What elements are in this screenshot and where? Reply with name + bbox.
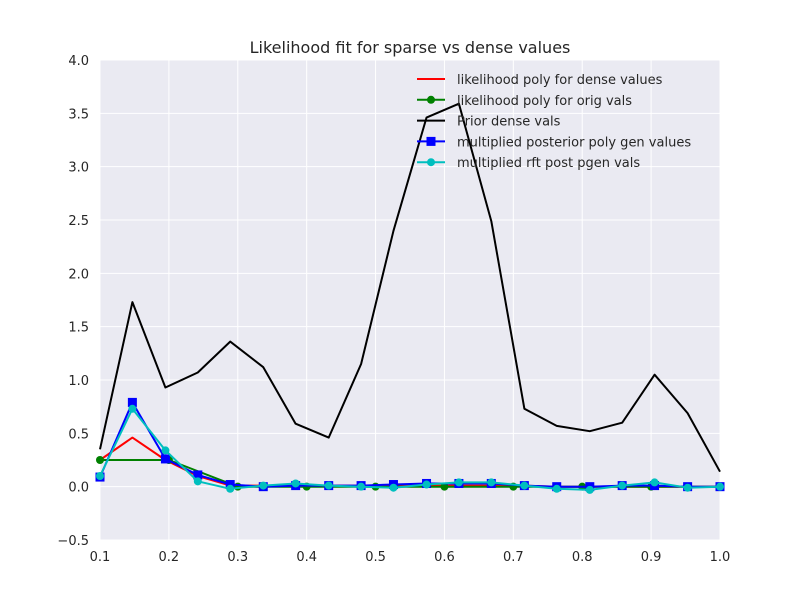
legend-label: likelihood poly for dense values — [457, 73, 663, 88]
legend-entry: likelihood poly for dense values — [417, 73, 663, 88]
data-point — [440, 482, 449, 491]
data-point — [618, 481, 627, 490]
data-point — [259, 481, 268, 490]
x-tick-label: 0.1 — [90, 550, 111, 565]
x-axis: 0.1 0.2 0.3 0.4 0.5 0.6 0.7 0.8 0.9 1.0 — [90, 550, 731, 565]
x-tick-label: 0.7 — [503, 550, 524, 565]
y-tick-label: 2.0 — [68, 267, 89, 282]
data-point — [96, 472, 104, 480]
data-point — [193, 470, 203, 480]
data-point — [650, 478, 659, 487]
x-tick-label: 1.0 — [710, 550, 731, 565]
data-point — [291, 479, 300, 488]
y-tick-label: 0.5 — [68, 427, 89, 442]
data-point — [193, 477, 202, 486]
data-point — [487, 478, 496, 487]
y-tick-label: 1.5 — [68, 321, 89, 336]
data-point — [422, 480, 431, 489]
x-tick-label: 0.3 — [227, 550, 248, 565]
data-point — [127, 397, 137, 407]
legend-entry: multiplied posterior poly gen values — [417, 135, 691, 150]
series-5 — [96, 404, 724, 494]
y-tick-label: 4.0 — [68, 54, 89, 69]
data-point — [324, 481, 333, 490]
data-point — [389, 483, 398, 492]
data-point — [160, 454, 170, 464]
legend-entry: likelihood poly for orig vals — [417, 94, 632, 109]
x-tick-label: 0.6 — [434, 550, 455, 565]
legend-label: likelihood poly for orig vals — [457, 94, 632, 109]
data-point — [454, 478, 463, 487]
data-point — [226, 484, 235, 493]
legend-label: Prior dense vals — [457, 115, 561, 130]
series-line — [99, 407, 721, 491]
x-tick-label: 0.2 — [159, 550, 180, 565]
data-point — [225, 480, 235, 490]
data-point — [683, 483, 692, 492]
series-line — [99, 102, 721, 473]
series-3 — [99, 102, 721, 473]
data-point — [520, 481, 529, 490]
x-tick-label: 0.9 — [641, 550, 662, 565]
legend-label: multiplied rft post pgen vals — [457, 156, 640, 171]
data-point — [585, 485, 594, 494]
y-tick-label: 3.5 — [68, 107, 89, 122]
data-point — [161, 446, 170, 455]
x-tick-label: 0.8 — [572, 550, 593, 565]
legend-marker — [426, 136, 436, 146]
y-tick-label: 3.0 — [68, 161, 89, 176]
legend-marker — [427, 95, 435, 104]
plot-area — [100, 60, 720, 540]
y-tick-label: −0.5 — [57, 534, 89, 549]
y-tick-label: 0.0 — [68, 481, 89, 496]
data-point — [716, 482, 724, 491]
legend-label: multiplied posterior poly gen values — [457, 135, 691, 150]
data-point — [357, 482, 366, 491]
y-axis: −0.5 0.0 0.5 1.0 1.5 2.0 2.5 3.0 3.5 4.0 — [57, 54, 89, 549]
legend-entry: Prior dense vals — [417, 115, 561, 130]
series-layer — [95, 102, 725, 494]
x-tick-label: 0.4 — [296, 550, 317, 565]
x-tick-label: 0.5 — [365, 550, 386, 565]
y-tick-label: 1.0 — [68, 374, 89, 389]
data-point — [128, 404, 137, 413]
legend-marker — [427, 158, 435, 167]
chart-title: Likelihood fit for sparse vs dense value… — [250, 38, 571, 57]
data-point — [552, 484, 561, 493]
legend: likelihood poly for dense values likeliho… — [417, 73, 691, 171]
data-point — [96, 456, 104, 464]
y-tick-label: 2.5 — [68, 214, 89, 229]
grid — [99, 59, 721, 541]
legend-entry: multiplied rft post pgen vals — [417, 156, 640, 171]
